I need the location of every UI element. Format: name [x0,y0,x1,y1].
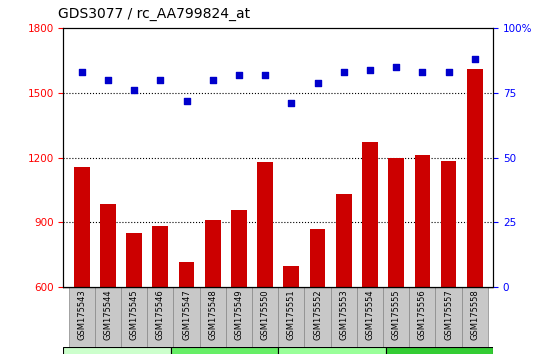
Text: GSM175549: GSM175549 [234,290,244,341]
Point [313,80,322,85]
Text: GSM175550: GSM175550 [261,290,269,341]
Point [365,67,374,73]
Bar [100,204,116,287]
Text: GSM175548: GSM175548 [208,290,217,341]
FancyBboxPatch shape [226,287,252,347]
Point [77,69,86,75]
Text: GSM175553: GSM175553 [339,290,348,341]
Bar [467,69,483,287]
FancyBboxPatch shape [305,287,331,347]
Bar [388,158,404,287]
FancyBboxPatch shape [357,287,383,347]
FancyBboxPatch shape [95,287,121,347]
Text: GDS3077 / rc_AA799824_at: GDS3077 / rc_AA799824_at [58,7,250,21]
FancyBboxPatch shape [278,347,386,354]
Text: GSM175547: GSM175547 [182,290,191,341]
FancyBboxPatch shape [63,347,171,354]
Bar [284,266,299,287]
Text: GSM175558: GSM175558 [471,290,479,341]
Bar [153,227,168,287]
Bar [179,262,195,287]
FancyBboxPatch shape [435,287,462,347]
Text: GSM175552: GSM175552 [313,290,322,341]
Bar [414,155,430,287]
Text: GSM175545: GSM175545 [129,290,139,341]
Point [129,87,138,93]
Point [418,69,427,75]
FancyBboxPatch shape [409,287,435,347]
Text: GSM175557: GSM175557 [444,290,453,341]
FancyBboxPatch shape [69,287,95,347]
FancyBboxPatch shape [199,287,226,347]
Bar [441,161,456,287]
Bar [362,142,378,287]
Bar [74,167,90,287]
Point [339,69,348,75]
Text: GSM175554: GSM175554 [365,290,375,341]
Point [287,101,296,106]
Text: GSM175546: GSM175546 [156,290,165,341]
FancyBboxPatch shape [462,287,488,347]
Bar [310,229,326,287]
Point [392,64,401,70]
FancyBboxPatch shape [386,347,493,354]
Point [471,57,479,62]
FancyBboxPatch shape [331,287,357,347]
Point [444,69,453,75]
Bar [126,233,142,287]
FancyBboxPatch shape [171,347,278,354]
Bar [336,194,352,287]
FancyBboxPatch shape [278,287,305,347]
Point [182,98,191,103]
FancyBboxPatch shape [252,287,278,347]
Text: GSM175556: GSM175556 [418,290,427,341]
FancyBboxPatch shape [383,287,409,347]
Point [156,77,165,83]
Point [235,72,244,78]
Point [261,72,269,78]
Text: GSM175555: GSM175555 [392,290,401,341]
Bar [257,162,273,287]
Point [104,77,112,83]
Text: GSM175543: GSM175543 [77,290,86,341]
FancyBboxPatch shape [147,287,174,347]
Bar [231,210,247,287]
Bar [205,220,220,287]
FancyBboxPatch shape [174,287,199,347]
Text: GSM175544: GSM175544 [104,290,112,341]
Point [208,77,217,83]
Text: GSM175551: GSM175551 [287,290,296,341]
FancyBboxPatch shape [121,287,147,347]
